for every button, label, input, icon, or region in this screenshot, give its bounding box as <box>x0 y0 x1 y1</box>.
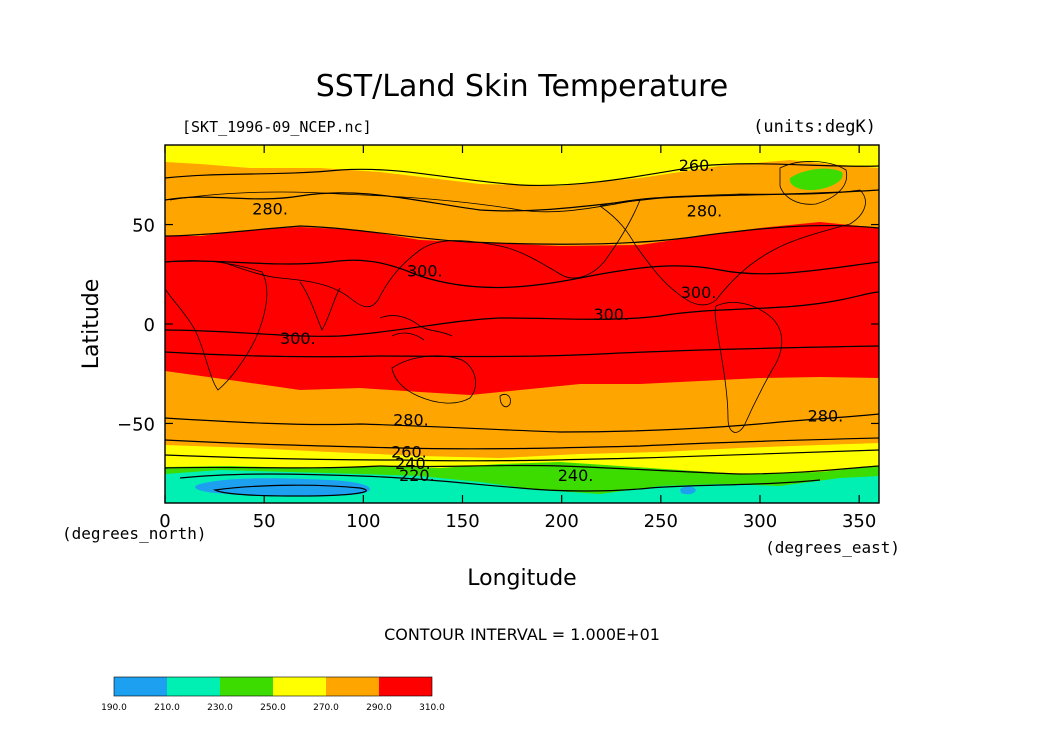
contour-290-south <box>165 345 879 358</box>
contour-240-south <box>165 464 879 475</box>
contour-label: 280. <box>687 202 723 221</box>
contour-label: 300. <box>593 305 629 324</box>
coastlines <box>165 161 866 433</box>
y-tick-label: 50 <box>132 216 155 237</box>
contour-label: 280. <box>252 200 288 219</box>
x-unit-label: (degrees_east) <box>765 538 900 557</box>
colorbar-swatch <box>379 677 432 696</box>
colorbar-level-label: 250.0 <box>260 703 286 713</box>
colorbar-level-label: 270.0 <box>313 703 339 713</box>
antarctic-blue-patch-1 <box>195 478 370 497</box>
contour-270-north <box>165 189 879 212</box>
contour-label: 240. <box>395 454 431 473</box>
colorbar-level-label: 290.0 <box>366 703 392 713</box>
contour-label: 220. <box>399 466 435 485</box>
colorbar-level-label: 190.0 <box>101 703 127 713</box>
coast-australia <box>391 355 476 404</box>
coast-greenland <box>779 161 848 205</box>
contour-label: 280. <box>808 406 844 425</box>
contour-label: 300. <box>407 261 443 280</box>
x-tick-label: 50 <box>253 511 276 532</box>
contour-interval-text: CONTOUR INTERVAL = 1.000E+01 <box>384 625 660 644</box>
coast-maritime-continent <box>379 315 453 341</box>
contour-field: 260. 280. 280. 300. 300. 300. 300. 280. 280. 260.… <box>165 145 879 503</box>
contour-280-north <box>165 224 879 245</box>
contour-lines <box>165 163 879 497</box>
coast-europe-asia <box>169 191 641 308</box>
contour-label: 280. <box>393 410 429 429</box>
coast-north-america <box>599 189 866 306</box>
source-label: [SKT_1996-09_NCEP.nc] <box>182 118 372 136</box>
x-tick-label: 350 <box>842 511 876 532</box>
x-axis-title: Longitude <box>467 566 576 591</box>
y-tick-label: −50 <box>117 414 155 435</box>
y-unit-label: (degrees_north) <box>62 524 207 543</box>
colorbar-swatch <box>114 677 167 696</box>
contour-label-layer: 260. 280. 280. 300. 300. 300. 300. 280. 280. 260.… <box>252 156 844 485</box>
contour-label: 240. <box>558 466 594 485</box>
x-tick-label: 200 <box>544 511 578 532</box>
y-tick-label: 0 <box>144 315 155 336</box>
chart-title: SST/Land Skin Temperature <box>316 69 729 104</box>
colorbar-level-label: 310.0 <box>419 703 445 713</box>
units-label: (units:degK) <box>753 117 876 137</box>
contour-230-south <box>179 473 821 492</box>
contour-270-south <box>165 437 879 450</box>
contour-label: 300. <box>681 283 717 302</box>
x-tick-label: 100 <box>346 511 380 532</box>
contour-300-equatorial <box>165 291 879 337</box>
y-axis-title: Latitude <box>79 279 104 370</box>
north-yellow-band <box>165 145 879 186</box>
colorbar-swatch <box>220 677 273 696</box>
contour-label: 260. <box>391 442 427 461</box>
coast-africa <box>165 260 268 391</box>
contour-290-north <box>165 259 879 289</box>
arctic-green-patch <box>789 168 843 191</box>
x-tick-label: 300 <box>743 511 777 532</box>
contour-label: 300. <box>280 329 316 348</box>
contour-260-south <box>165 449 879 462</box>
y-axis: 50 0 −50 <box>117 216 879 435</box>
colorbar-level-label: 210.0 <box>154 703 180 713</box>
coast-south-america <box>714 302 783 433</box>
colorbar-frame <box>113 676 433 697</box>
contour-label: 260. <box>679 156 715 175</box>
x-tick-label: 150 <box>445 511 479 532</box>
coast-new-zealand <box>499 394 511 408</box>
x-tick-label: 250 <box>644 511 678 532</box>
colorbar-level-label: 230.0 <box>207 703 233 713</box>
colorbar-swatch <box>326 677 379 696</box>
colorbar-swatch <box>273 677 326 696</box>
colorbar: 190.0 210.0 230.0 250.0 270.0 290.0 310.0 <box>101 676 445 713</box>
contour-260-north <box>165 163 879 187</box>
x-axis: 0 50 100 150 200 250 300 350 <box>159 145 876 532</box>
coast-india <box>299 281 341 331</box>
x-tick-label: 0 <box>159 511 170 532</box>
antarctic-blue-patch-2 <box>680 486 696 495</box>
contour-280-south <box>165 413 879 433</box>
colorbar-swatch <box>167 677 220 696</box>
contour-220-south <box>212 484 367 497</box>
